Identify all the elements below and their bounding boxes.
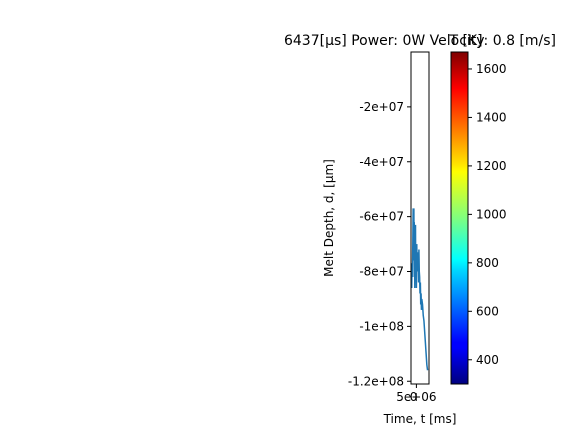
colorbar-label: T [K] [448,33,482,49]
y-tick-label-5: -1.2e+08 [348,374,404,388]
colorbar-tick-label-4: 1200 [476,159,507,173]
colorbar [450,51,469,385]
x-tick-label-0: 5e+06 [396,390,436,404]
x-axis-ticks: 5e+060 [396,384,437,404]
colorbar-tick-label-6: 1600 [476,62,507,76]
chart-title: 6437[μs] Power: 0W Velocity: 0.8 [m/s] [284,33,556,49]
melt-depth-series-line [411,208,429,371]
colorbar-tick-label-5: 1400 [476,110,507,124]
colorbar-ticks: 400 600 800 1000 1200 1400 1600 [468,62,507,367]
x-tick-label-zero: 0 [410,390,418,404]
y-tick-label-0: -2e+07 [359,100,404,114]
x-axis-label: Time, t [ms] [383,412,457,426]
y-axis-label: Melt Depth, d, [μm] [322,159,336,277]
y-tick-label-2: -6e+07 [359,210,404,224]
y-axis-ticks: -2e+07 -4e+07 -6e+07 -8e+07 -1e+08 -1.2e+08 [348,100,411,388]
colorbar-tick-label-2: 800 [476,256,499,270]
y-tick-label-1: -4e+07 [359,155,404,169]
y-tick-label-4: -1e+08 [359,319,404,333]
y-tick-label-3: -8e+07 [359,265,404,279]
colorbar-tick-label-1: 600 [476,304,499,318]
plot-area [410,51,430,385]
colorbar-tick-label-0: 400 [476,353,499,367]
colorbar-tick-label-3: 1000 [476,207,507,221]
